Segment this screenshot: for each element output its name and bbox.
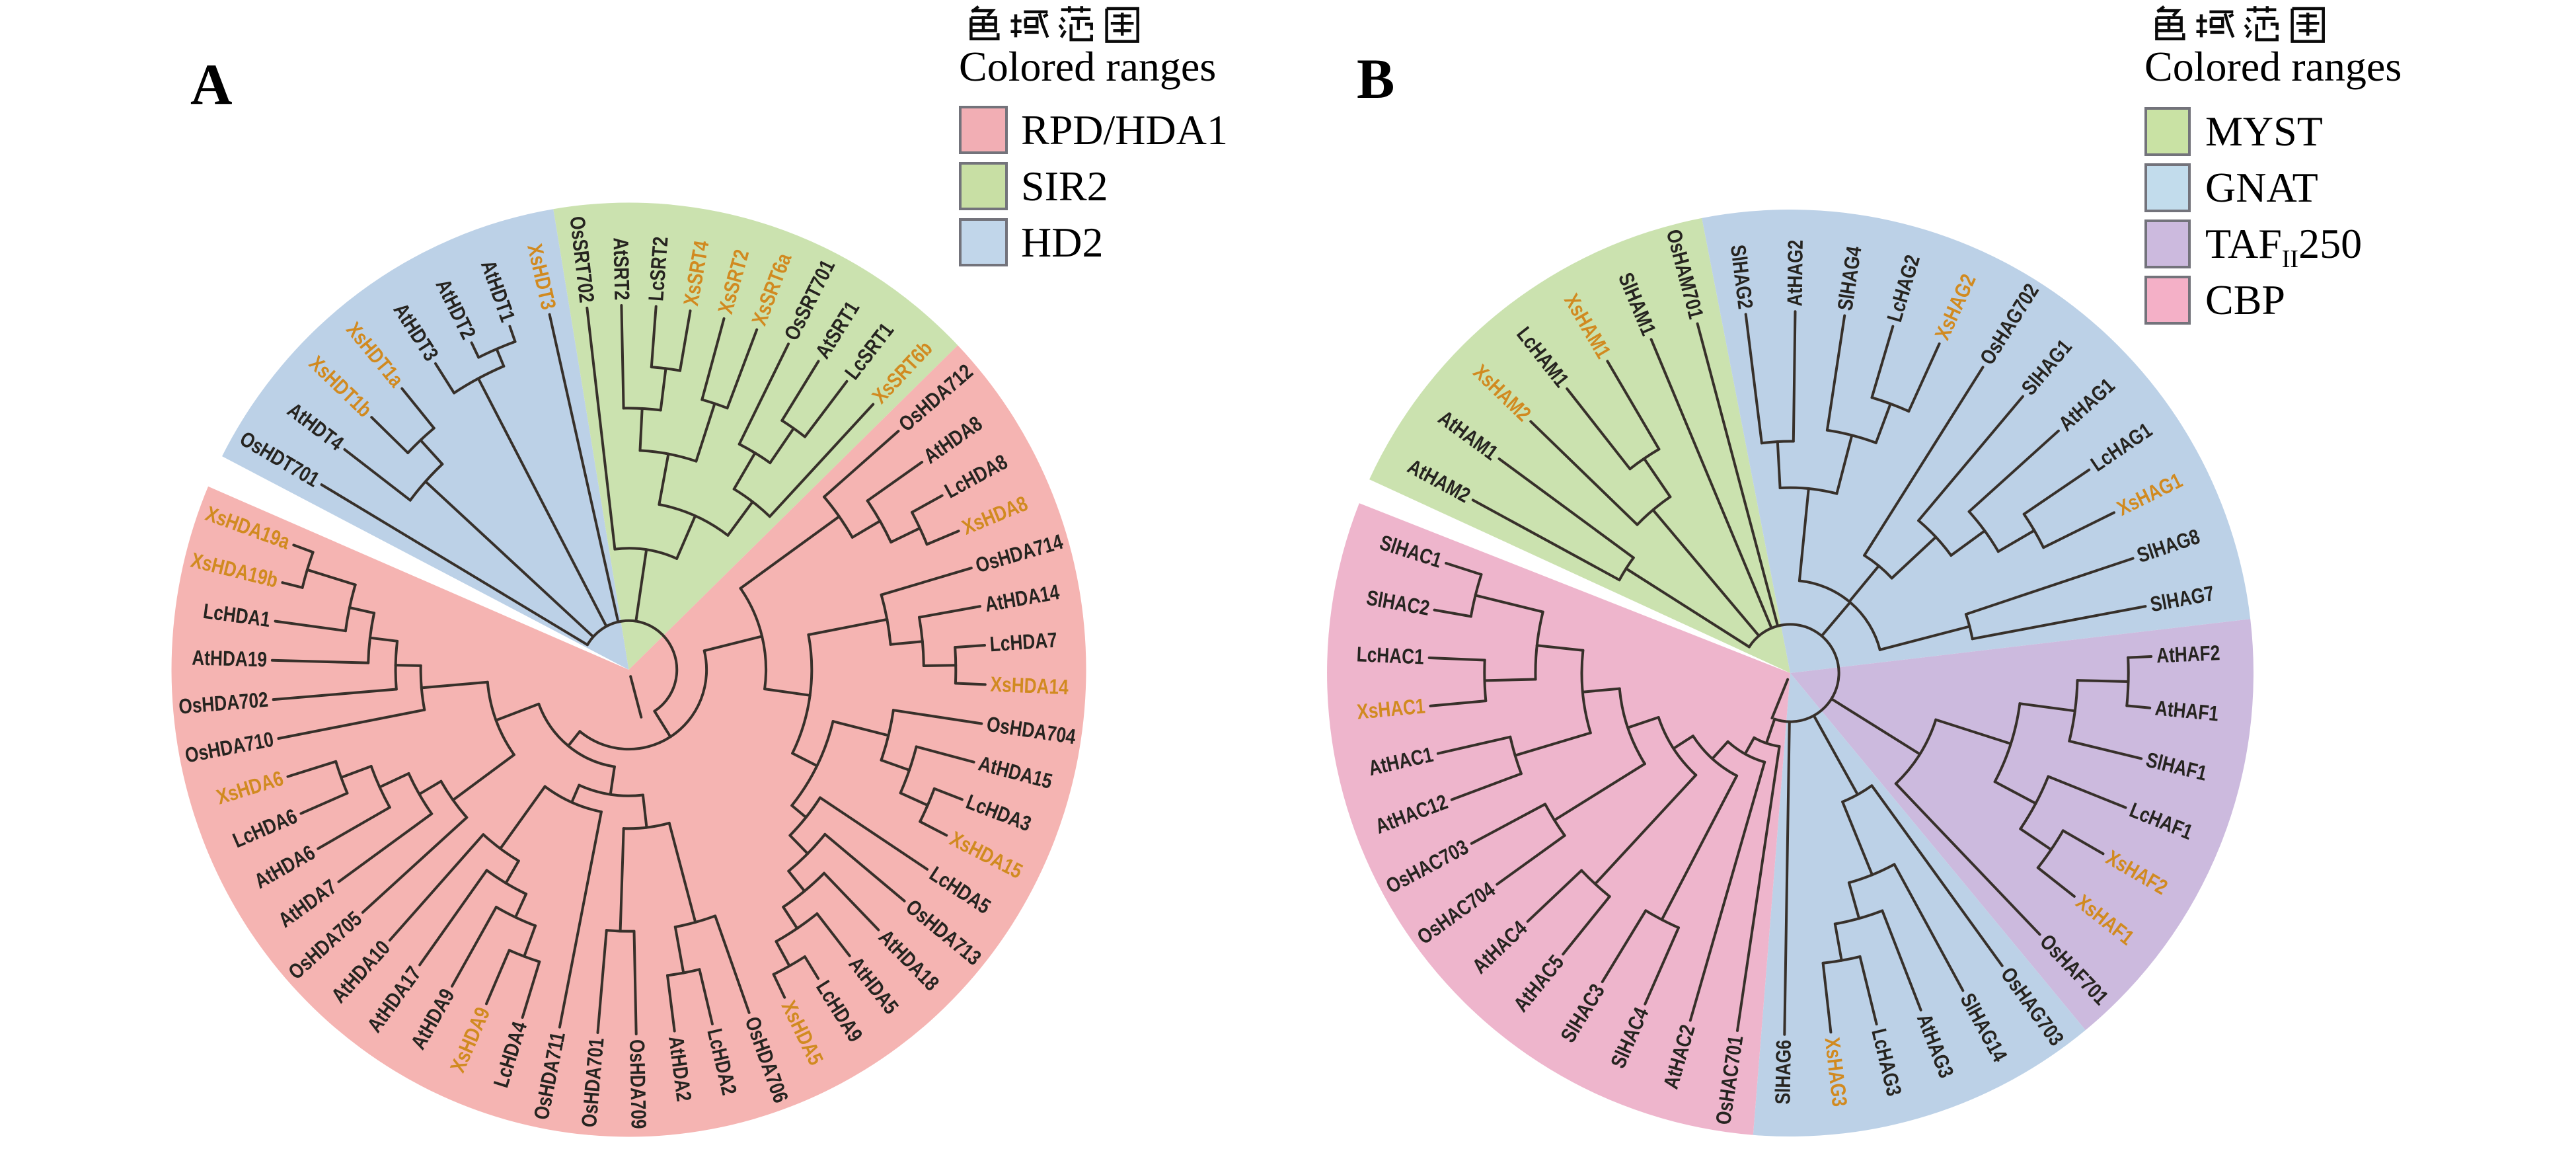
svg-text:LcHAC1: LcHAC1 bbox=[1356, 643, 1424, 669]
svg-text:XsHDA14: XsHDA14 bbox=[990, 673, 1069, 699]
svg-text:A: A bbox=[190, 53, 233, 117]
svg-text:GNAT: GNAT bbox=[2205, 164, 2318, 211]
svg-text:HD2: HD2 bbox=[1021, 219, 1103, 266]
svg-text:AtSRT2: AtSRT2 bbox=[609, 237, 633, 300]
svg-text:SIR2: SIR2 bbox=[1021, 163, 1108, 210]
svg-text:AtHAF2: AtHAF2 bbox=[2156, 642, 2220, 668]
svg-text:AtHDA19: AtHDA19 bbox=[192, 647, 268, 672]
svg-text:CBP: CBP bbox=[2205, 276, 2285, 323]
svg-text:Colored ranges: Colored ranges bbox=[2144, 43, 2402, 90]
svg-text:MYST: MYST bbox=[2205, 108, 2323, 155]
svg-text:AtHAG2: AtHAG2 bbox=[1784, 240, 1807, 307]
svg-text:OsHDA709: OsHDA709 bbox=[625, 1039, 650, 1129]
svg-text:RPD/HDA1: RPD/HDA1 bbox=[1021, 106, 1228, 153]
svg-text:Colored ranges: Colored ranges bbox=[959, 43, 1216, 90]
svg-text:LcHDA7: LcHDA7 bbox=[989, 629, 1058, 657]
svg-text:B: B bbox=[1357, 47, 1394, 110]
svg-text:SlHAG6: SlHAG6 bbox=[1772, 1039, 1796, 1104]
svg-text:LcSRT2: LcSRT2 bbox=[645, 236, 673, 302]
